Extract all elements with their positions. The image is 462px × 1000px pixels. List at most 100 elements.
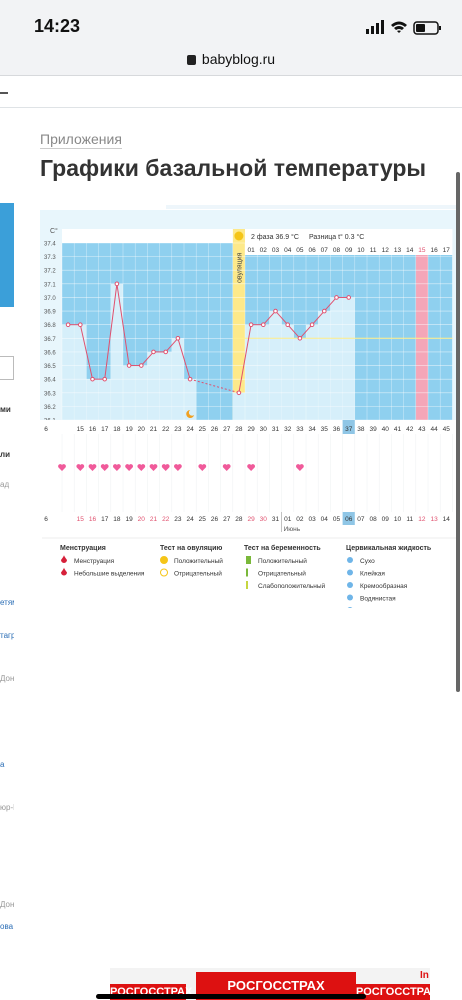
date-label: 14	[443, 516, 451, 523]
bbt-chart: 37.4 37.3 37.2 37.1 37.0 36.9 36.8 36.7 36.6 36.5…	[40, 203, 458, 630]
phase2-day-label: 01	[247, 247, 255, 254]
left-fragment: юр-Ми	[0, 803, 14, 812]
date-label: 24	[186, 516, 194, 523]
breadcrumb-section[interactable]: Приложения	[40, 131, 122, 149]
y-tick-label: 36.9	[44, 310, 56, 316]
temperature-bar	[62, 324, 75, 420]
legend-item: Отрицательный	[174, 570, 222, 578]
temperature-point	[273, 308, 278, 314]
heart-icon	[149, 464, 158, 471]
y-tick-label: 37.3	[44, 255, 56, 261]
date-label: 05	[333, 516, 341, 523]
cycle-day-label: 26	[211, 426, 219, 433]
date-label: 27	[223, 516, 231, 523]
temp-diff-label: Разница t° 0.3 °C	[309, 233, 364, 241]
left-input[interactable]	[0, 356, 14, 380]
left-fragment[interactable]: ли	[0, 450, 10, 459]
phase2-day-label: 16	[430, 247, 438, 254]
legend-item: Положительный	[174, 557, 223, 565]
temperature-bar	[342, 297, 355, 420]
temperature-point	[248, 322, 254, 327]
heart-icon	[161, 464, 170, 471]
today-date-marker	[342, 512, 355, 525]
cervical-fluid-icon	[347, 569, 353, 576]
page-title: Графики базальной температуры	[40, 155, 427, 181]
cycle-day-label: 32	[284, 426, 292, 433]
legend-item: Небольшие выделения	[74, 570, 145, 578]
left-banner[interactable]	[0, 203, 14, 307]
left-link[interactable]: етям	[0, 598, 14, 607]
temperature-point	[334, 295, 339, 300]
left-fragment[interactable]: ми	[0, 405, 11, 414]
cycle-day-label: 28	[235, 426, 243, 433]
cervical-fluid-icon	[347, 582, 353, 588]
cervical-fluid-icon	[347, 557, 353, 563]
temperature-line-segment	[275, 310, 289, 326]
phase2-day-label: 03	[272, 247, 280, 254]
y-tick-label: 37.1	[44, 282, 56, 288]
temperature-bar	[245, 324, 258, 420]
temperature-point	[261, 322, 266, 327]
cycle-day-label: 20	[138, 426, 146, 433]
temperature-line-segment	[177, 338, 191, 380]
legend-item: Клейкая	[360, 570, 385, 578]
date-label: 22	[162, 516, 170, 523]
temperature-bar	[86, 379, 99, 420]
temperature-line-segment	[104, 283, 118, 380]
cycle-day-label: 19	[125, 426, 133, 433]
cycle-day-label: 41	[394, 426, 402, 433]
cycle-day-label: 25	[199, 426, 207, 433]
blood-drop-icon	[61, 555, 67, 563]
temperature-line-segment	[323, 297, 337, 312]
left-link[interactable]: а	[0, 760, 5, 769]
y-tick-label: 37.0	[44, 296, 56, 302]
wifi-icon	[391, 21, 407, 33]
left-link[interactable]: ова	[0, 922, 14, 931]
phase2-day-label: 12	[382, 247, 390, 254]
temperature-bar	[281, 324, 294, 420]
temperature-point	[78, 322, 83, 327]
menu-icon[interactable]	[0, 92, 8, 94]
left-link[interactable]: тагра	[0, 631, 14, 640]
date-label: 06	[345, 516, 353, 523]
cycle-day-label: 27	[223, 426, 231, 433]
temperature-bar	[330, 297, 343, 420]
date-label: 26	[211, 516, 219, 523]
temperature-point	[114, 281, 120, 287]
cycle-day-label: 40	[382, 426, 390, 433]
left-fragment: ад	[0, 480, 10, 489]
temperature-line-segment	[311, 310, 325, 326]
cycle-day-label: 17	[101, 426, 109, 433]
y-tick-label: 37.4	[44, 242, 56, 248]
date-label: 19	[125, 516, 133, 523]
address-bar[interactable]: babyblog.ru	[0, 46, 462, 76]
blood-drop-icon	[61, 567, 67, 576]
battery-icon	[413, 21, 439, 35]
pregnancy-test-icon	[246, 568, 248, 577]
url-text: babyblog.ru	[201, 51, 276, 67]
y-tick-label: 37.2	[44, 269, 56, 275]
date-label: 10	[394, 516, 402, 523]
phase2-day-label: 02	[260, 247, 268, 254]
heart-icon	[125, 464, 134, 471]
temperature-point	[187, 376, 193, 382]
y-tick-label: 36.6	[44, 350, 56, 356]
date-label: 30	[260, 516, 268, 523]
legend-item: Яичный белок	[360, 607, 403, 608]
phase2-day-label: 04	[284, 247, 292, 254]
phase2-header	[245, 229, 453, 243]
cycle-day-label: 15	[77, 426, 85, 433]
legend-area	[40, 536, 458, 608]
cycle-day-label: 34	[308, 426, 316, 433]
date-label: 12	[418, 516, 426, 523]
page-scrollbar[interactable]	[456, 172, 460, 692]
date-label: 17	[101, 516, 109, 523]
temperature-bar	[98, 379, 111, 420]
ad-corner-mark[interactable]: In	[420, 970, 429, 981]
phase2-day-label: 14	[406, 247, 414, 254]
cycle-day-label: 43	[418, 426, 426, 433]
temperature-bar	[184, 379, 197, 420]
phase2-day-label: 07	[321, 247, 329, 254]
cervical-fluid-icon	[347, 594, 353, 601]
legend-item: Слабоположительный	[258, 582, 326, 590]
